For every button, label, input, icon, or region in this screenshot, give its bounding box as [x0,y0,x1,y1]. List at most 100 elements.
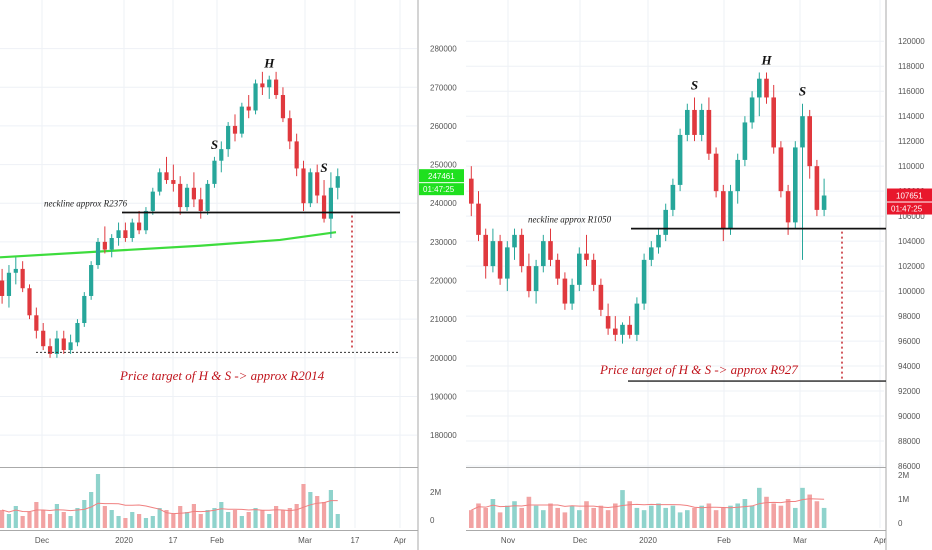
volume-bar [13,506,18,528]
candle-body [321,195,327,219]
volume-bar [526,496,532,528]
countdown-badge [887,202,932,215]
candle-body [95,241,101,266]
volume-bar [0,510,5,528]
candle-body [526,266,532,292]
candle-body [226,125,231,150]
candle-body [814,166,820,210]
candle-body [294,141,299,169]
volume-bar [721,507,726,528]
volume-bar [27,512,32,528]
volume-bar [150,516,155,528]
y-tick-label: 94000 [898,362,921,371]
volume-bar [95,474,101,528]
volume-bar [634,507,640,528]
price-badge [419,169,464,183]
x-tick-label: Apr [394,536,407,545]
volume-bar [123,518,128,528]
volume-tick-label: 0 [898,519,903,528]
y-tick-label: 112000 [898,137,925,146]
candle-body [171,180,176,184]
candle-body [47,346,53,354]
candle-body [27,288,32,316]
candle-body [61,338,66,351]
candle-body [807,116,812,167]
x-tick-label: Mar [298,536,312,545]
candle-body [634,303,640,335]
candle-body [308,172,313,204]
candle-body [721,191,726,229]
volume-bar [778,505,784,528]
volume-bar [61,512,66,528]
candle-body [649,247,654,260]
candle-body [562,278,568,304]
y-tick-label: 102000 [898,262,925,271]
volume-bar [219,502,224,528]
price-target-label: Price target of H & S -> approx R2014 [119,368,325,383]
volume-bar [785,499,791,528]
candle-body [512,234,517,248]
volume-bar [198,514,203,528]
y-tick-label: 116000 [898,87,925,96]
volume-bar [541,510,546,528]
candle-body [232,125,238,134]
candle-body [184,187,190,208]
volume-bar [735,503,740,528]
candle-body [280,95,286,119]
volume-bar [620,490,625,528]
price-target-label: Price target of H & S -> approx R927 [599,362,798,377]
volume-bar [246,512,251,528]
x-tick-label: Feb [210,536,224,545]
volume-bar [102,506,107,528]
candle-body [569,284,575,304]
x-tick-label: 17 [169,536,178,545]
volume-bar [627,501,632,528]
volume-bar [130,512,135,528]
volume-bar [757,487,762,528]
volume-bar [476,503,481,528]
volume-bar [184,512,190,528]
volume-bar [82,500,87,528]
y-tick-label: 210000 [430,315,457,324]
candle-body [137,222,142,231]
left-chart-pane[interactable]: 280000 270000 260000 250000 240000 230000 2200… [0,0,466,550]
countdown-badge-text: 01:47:25 [891,205,923,214]
volume-bar [178,506,183,528]
candle-body [548,241,553,260]
volume-bar [226,512,231,528]
candle-body [205,183,210,211]
y-tick-label: 120000 [898,37,925,46]
candle-body [253,83,258,111]
candle-body [641,259,647,304]
right-chart-pane[interactable]: 1200001180001160001140001120001100001080… [466,0,932,550]
volume-bar [577,510,582,528]
volume-ma-line [1,500,338,515]
volume-bar [562,512,568,528]
candle-body [821,195,827,210]
volume-bar [253,508,258,528]
y-tick-label: 250000 [430,161,457,170]
volume-bar [315,496,320,528]
y-tick-label: 220000 [430,277,457,286]
candle-body [301,168,306,204]
candle-body [497,241,503,279]
candle-body [764,78,769,98]
volume-bar [490,499,496,528]
y-tick-label: 200000 [430,354,457,363]
y-tick-label: 88000 [898,437,921,446]
candle-body [34,315,39,331]
volume-bar [75,508,80,528]
candle-body [555,259,560,279]
y-tick-label: 118000 [898,62,925,71]
candle-body [749,97,755,123]
candle-body [800,116,805,148]
candle-body [670,184,676,210]
shoulder-label: S [799,84,806,99]
x-tick-label: Feb [717,536,731,545]
volume-bar [274,506,279,528]
volume-bar [728,505,733,528]
candle-body [178,183,183,208]
candle-body [143,210,149,231]
volume-bar [171,514,176,528]
